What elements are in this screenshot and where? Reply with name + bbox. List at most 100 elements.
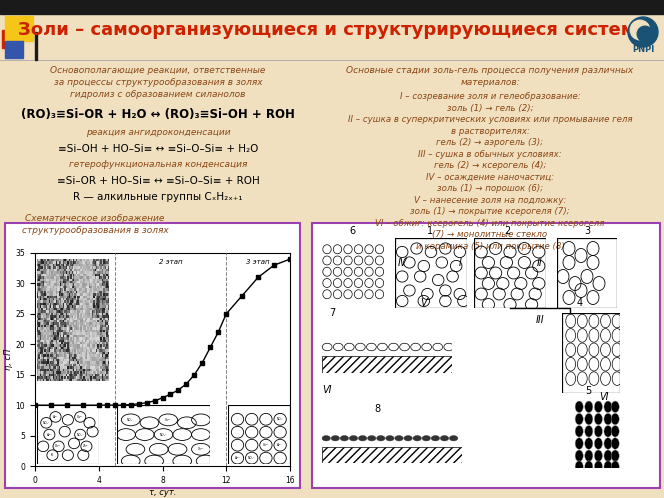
Text: реакция ангидроконденсации: реакция ангидроконденсации [86, 128, 230, 137]
Circle shape [450, 436, 457, 441]
Text: и керамика (5) или покрытие (8): и керамика (5) или покрытие (8) [416, 242, 564, 250]
Bar [2, 30, 20, 48]
Text: VI – обжиг: ксерогель (4) или покрытие ксерогеля: VI – обжиг: ксерогель (4) или покрытие к… [375, 219, 605, 228]
Circle shape [594, 450, 602, 462]
Bar [0, 0, 664, 14]
Bar [5, 223, 300, 488]
Circle shape [585, 461, 593, 473]
Text: VI: VI [599, 392, 609, 402]
Circle shape [594, 401, 602, 412]
Text: в растворителях:: в растворителях: [451, 126, 529, 135]
Text: 5: 5 [585, 386, 591, 396]
Text: IV: IV [397, 258, 407, 268]
Circle shape [575, 425, 583, 437]
Text: Al³⁺: Al³⁺ [278, 443, 283, 447]
Text: гель (2) → ксерогель (4);: гель (2) → ксерогель (4); [434, 161, 546, 170]
Text: I – созревание золя и гелеобразование:: I – созревание золя и гелеобразование: [400, 92, 580, 101]
Text: (7) → монолитные стекло: (7) → монолитные стекло [432, 230, 548, 239]
Text: золь (1) → порошок (6);: золь (1) → порошок (6); [437, 184, 543, 193]
Text: гетерофункциональная конденсация: гетерофункциональная конденсация [69, 160, 247, 169]
Circle shape [604, 401, 612, 412]
Circle shape [628, 17, 658, 47]
Circle shape [611, 461, 620, 473]
Circle shape [604, 413, 612, 425]
Text: II – сушка в суперкритических условиях или промывание геля: II – сушка в суперкритических условиях и… [348, 115, 632, 124]
Text: 6: 6 [349, 226, 355, 236]
Text: K⁺: K⁺ [50, 453, 54, 457]
Text: 7: 7 [329, 308, 335, 318]
Circle shape [340, 436, 349, 441]
Circle shape [575, 413, 583, 425]
Bar [35, 32, 37, 60]
Circle shape [604, 450, 612, 462]
Circle shape [440, 436, 449, 441]
Text: (RO)₃≡Si–OR + H₂O ↔ (RO)₃≡Si–OH + ROH: (RO)₃≡Si–OR + H₂O ↔ (RO)₃≡Si–OH + ROH [21, 108, 295, 121]
Text: NO₃⁻: NO₃⁻ [127, 418, 134, 422]
Text: Схематическое изображение: Схематическое изображение [25, 214, 165, 223]
Text: 2 этап: 2 этап [159, 259, 183, 265]
Text: II: II [537, 258, 543, 268]
Bar [322, 356, 452, 373]
Text: материалов:: материалов: [460, 78, 520, 87]
Circle shape [611, 450, 620, 462]
Circle shape [637, 26, 653, 42]
Text: Co²⁺: Co²⁺ [262, 443, 269, 447]
Text: за процессы структурообразования в золях: за процессы структурообразования в золях [54, 78, 262, 87]
Text: PNPI: PNPI [632, 44, 654, 53]
Text: 1: 1 [427, 226, 433, 236]
Circle shape [611, 413, 620, 425]
Text: Золи – самоорганизующиеся и структурирующиеся системы: Золи – самоорганизующиеся и структурирую… [18, 21, 652, 39]
Text: 3: 3 [584, 226, 590, 236]
Bar [322, 447, 462, 463]
Circle shape [611, 401, 620, 412]
Text: III – сушка в обычных условиях:: III – сушка в обычных условиях: [418, 149, 562, 158]
Text: гидролиз с образованием силанолов: гидролиз с образованием силанолов [70, 90, 246, 99]
Text: Co²⁺: Co²⁺ [165, 418, 171, 422]
Circle shape [594, 425, 602, 437]
Bar [5, 16, 33, 41]
Circle shape [386, 436, 394, 441]
Circle shape [585, 413, 593, 425]
Text: NO₃⁻: NO₃⁻ [76, 433, 84, 437]
Circle shape [594, 461, 602, 473]
Text: Co²⁺: Co²⁺ [198, 447, 205, 451]
Text: V – нанесение золя на подложку:: V – нанесение золя на подложку: [414, 196, 566, 205]
Text: I: I [459, 258, 461, 268]
Text: Al³⁺: Al³⁺ [234, 456, 240, 460]
Text: Ca²⁺: Ca²⁺ [77, 415, 84, 419]
Text: Co²⁺: Co²⁺ [55, 444, 62, 448]
Circle shape [575, 438, 583, 449]
Text: Al³⁺: Al³⁺ [46, 433, 52, 437]
Circle shape [376, 436, 385, 441]
Circle shape [431, 436, 440, 441]
Text: III: III [536, 315, 544, 325]
Text: 3 этап: 3 этап [246, 259, 270, 265]
Text: золь (1) → покрытие ксерогеля (7);: золь (1) → покрытие ксерогеля (7); [410, 207, 570, 216]
Text: ≡Si–OR + HO–Si≡ ↔ ≡Si–O–Si≡ + ROH: ≡Si–OR + HO–Si≡ ↔ ≡Si–O–Si≡ + ROH [56, 176, 260, 186]
Text: структурообразования в золях: структурообразования в золях [22, 226, 169, 235]
Text: ≡Si–OH + HO–Si≡ ↔ ≡Si–O–Si≡ + H₂O: ≡Si–OH + HO–Si≡ ↔ ≡Si–O–Si≡ + H₂O [58, 144, 258, 154]
Circle shape [331, 436, 339, 441]
Text: IV – осаждение наночастиц:: IV – осаждение наночастиц: [426, 172, 554, 181]
Text: NO₃⁻: NO₃⁻ [160, 433, 167, 437]
Circle shape [575, 450, 583, 462]
Text: NO₃⁻: NO₃⁻ [42, 421, 50, 425]
Y-axis label: η, сП: η, сП [4, 349, 13, 370]
Text: 2: 2 [504, 226, 510, 236]
Circle shape [594, 438, 602, 449]
Circle shape [367, 436, 376, 441]
Circle shape [604, 461, 612, 473]
Bar [5, 41, 23, 58]
Text: NO₃⁻: NO₃⁻ [248, 456, 256, 460]
Text: NO₃⁻: NO₃⁻ [276, 417, 284, 421]
Text: VI: VI [322, 385, 332, 395]
Text: Zn²⁺: Zn²⁺ [83, 444, 90, 448]
X-axis label: τ, сут.: τ, сут. [149, 488, 176, 497]
Circle shape [630, 20, 650, 40]
Circle shape [413, 436, 422, 441]
Circle shape [575, 401, 583, 412]
Circle shape [585, 401, 593, 412]
Text: Основополагающие реакции, ответственные: Основополагающие реакции, ответственные [50, 66, 266, 75]
Circle shape [585, 425, 593, 437]
Circle shape [349, 436, 358, 441]
